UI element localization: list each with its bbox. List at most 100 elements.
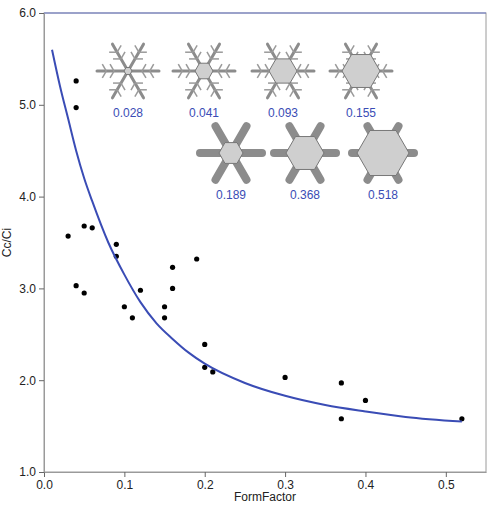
tick-label: 3.0	[19, 282, 36, 296]
snowflake-branch	[305, 64, 309, 71]
snowflake-branch	[109, 89, 117, 91]
scatter-point	[282, 375, 287, 380]
snowflake-branch	[276, 83, 280, 90]
scatter-point	[363, 398, 368, 403]
snowflake-branch	[207, 83, 211, 90]
snowflake-branch	[131, 83, 135, 90]
snowflake-branch	[211, 45, 215, 52]
snowflake-branch	[257, 71, 261, 78]
plot-top-edge	[44, 13, 486, 14]
snowflake-branch	[372, 51, 380, 53]
snowflake-branch	[211, 58, 219, 60]
snowflake-branch	[131, 52, 135, 59]
snowflake-branch	[135, 45, 139, 52]
snowflake-plate	[195, 63, 213, 79]
snowflake-branch	[135, 58, 143, 60]
annotation-label: 0.189	[216, 188, 246, 202]
scatter-point	[202, 342, 207, 347]
snowflake-branch	[110, 71, 114, 78]
axis-line	[45, 472, 487, 473]
snowflake-branch	[142, 64, 146, 71]
snowflake-branch	[186, 71, 190, 78]
scatter-point	[130, 315, 135, 320]
tick: 0.4	[358, 472, 375, 492]
snowflake-branch	[383, 71, 387, 78]
tick-label: 0.2	[197, 478, 214, 492]
snowflake-icon	[330, 44, 392, 98]
snowflake-branch	[305, 71, 309, 78]
snowflake-branch	[226, 64, 230, 71]
y-axis: 1.0 2.0 3.0 4.0 5.0 6.0	[19, 6, 44, 479]
snowflake-branch	[368, 45, 372, 52]
scatter-point	[82, 223, 87, 228]
snowflake-branch	[110, 64, 114, 71]
snowflake-branch	[186, 64, 190, 71]
y-axis-title: Cc/Ci	[0, 228, 14, 257]
annotation-label: 0.093	[268, 106, 298, 120]
snowflake-branch	[218, 64, 222, 71]
tick: 1.0	[19, 465, 44, 479]
snowflake-icon	[200, 126, 262, 180]
snowflake-branch	[286, 83, 290, 90]
snowflake-branch	[189, 82, 197, 84]
snowflake-branch	[350, 90, 354, 97]
snowflake-branch	[113, 58, 121, 60]
snowflake-branch	[350, 45, 354, 52]
snowflake-branch	[193, 90, 197, 97]
snowflake-branch	[109, 51, 117, 53]
snowflake-plate	[269, 59, 297, 83]
snowflake-branch	[197, 52, 201, 59]
tick-label: 4.0	[19, 190, 36, 204]
snowflake-branch	[264, 89, 272, 91]
snowflake-branch	[197, 83, 201, 90]
snowflake-icons	[97, 44, 414, 180]
tick: 0.5	[438, 472, 455, 492]
snowflake-branch	[268, 58, 276, 60]
snowflake-branch	[178, 71, 182, 78]
annotation-label: 0.518	[368, 188, 398, 202]
tick-label: 2.0	[19, 374, 36, 388]
snowflake-branch	[257, 64, 261, 71]
snowflake-branch	[383, 64, 387, 71]
scatter-point	[122, 304, 127, 309]
snowflake-arm	[113, 44, 129, 71]
snowflake-branch	[335, 64, 339, 71]
snowflake-branch	[139, 51, 147, 53]
snowflake-branch	[264, 51, 272, 53]
snowflake-icon	[173, 44, 235, 98]
tick-mark	[446, 472, 447, 477]
scatter-point	[138, 288, 143, 293]
tick: 4.0	[19, 190, 44, 204]
tick-mark	[285, 472, 286, 477]
tick: 2.0	[19, 374, 44, 388]
tick: 5.0	[19, 98, 44, 112]
snowflake-branch	[150, 64, 154, 71]
scatter-point	[82, 290, 87, 295]
scatter-point	[339, 380, 344, 385]
tick: 6.0	[19, 6, 44, 20]
snowflake-branch	[268, 82, 276, 84]
snowflake-branch	[102, 64, 106, 71]
snowflake-branch	[211, 82, 219, 84]
tick-mark	[39, 13, 44, 14]
snowflake-branch	[290, 90, 294, 97]
snowflake-branch	[135, 82, 143, 84]
tick: 0.2	[197, 472, 214, 492]
tick: 0.0	[36, 472, 53, 492]
snowflake-branch	[113, 82, 121, 84]
snowflake-branch	[215, 51, 223, 53]
snowflake-plate	[286, 137, 324, 170]
tick-mark	[39, 472, 44, 473]
snowflake-branch	[342, 51, 350, 53]
tick-mark	[124, 472, 125, 477]
snowflake-branch	[265, 64, 269, 71]
plot-frame	[44, 13, 486, 472]
snowflake-arm	[128, 44, 144, 71]
snowflake-branch	[276, 52, 280, 59]
scatter-point	[66, 233, 71, 238]
snowflake-branch	[297, 64, 301, 71]
snowflake-branch	[178, 64, 182, 71]
snowflake-icon	[352, 126, 414, 180]
snowflake-branch	[117, 45, 121, 52]
snowflake-branch	[294, 89, 302, 91]
